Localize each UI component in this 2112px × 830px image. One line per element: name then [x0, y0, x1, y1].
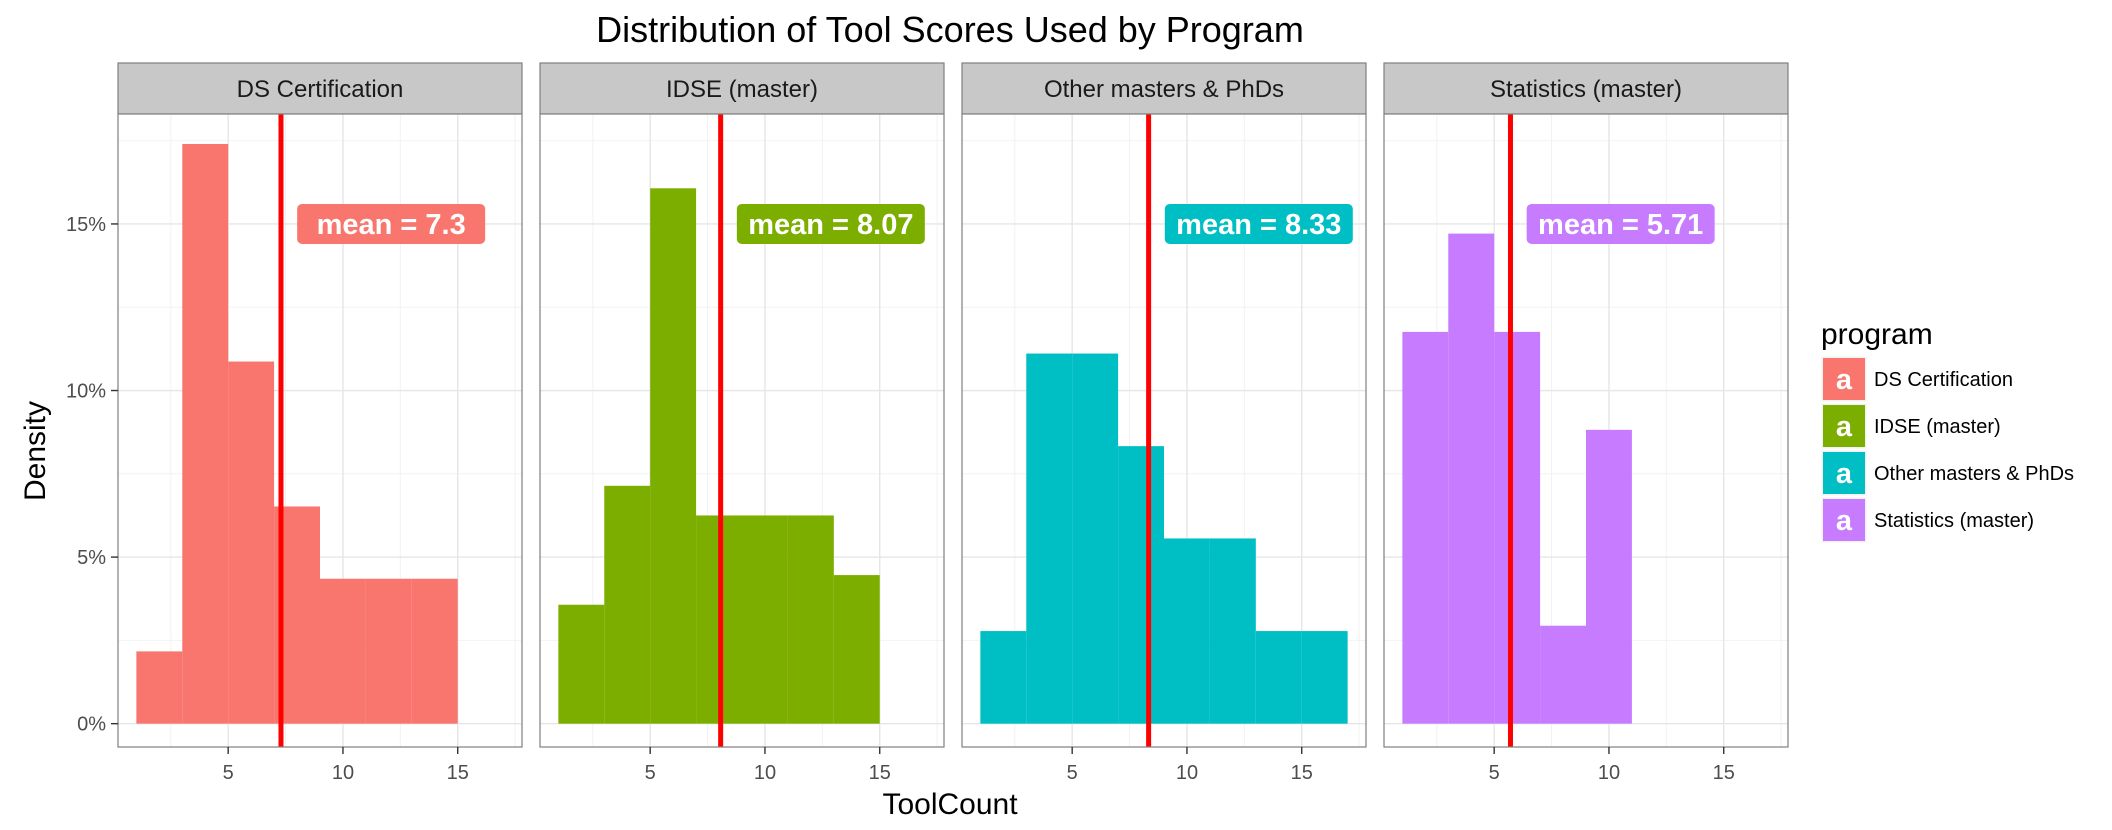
legend-key-swatch: [1823, 358, 1865, 400]
panel-border: [961, 113, 1367, 748]
histogram-bar: [1026, 353, 1073, 724]
x-tick-label: 15: [1713, 762, 1735, 784]
histogram-bar: [1540, 625, 1586, 724]
x-tick-label: 15: [869, 762, 891, 784]
x-tick-label: 15: [1291, 762, 1313, 784]
facet-strip: [117, 62, 523, 115]
histogram-bar: [365, 578, 412, 724]
histogram-bar: [228, 361, 275, 724]
histogram-bar: [604, 485, 651, 724]
histogram-bar: [1448, 233, 1495, 724]
facet-panel-statistics-master: Statistics (master) mean = 5.71 5 10 15: [1383, 62, 1789, 784]
legend-key-glyph: a: [1836, 458, 1853, 490]
histogram-bar: [1301, 631, 1348, 724]
x-tick-label: 5: [1489, 762, 1500, 784]
legend-label: Statistics (master): [1874, 510, 2034, 532]
histogram-bar: [320, 578, 366, 724]
mean-label-text: mean = 8.07: [748, 209, 913, 241]
facet-panel-idse-master: IDSE (master) mean = 8.07 5 10 15: [539, 62, 945, 784]
legend-label: Other masters & PhDs: [1874, 463, 2074, 485]
facet-strip-label: Statistics (master): [1490, 76, 1682, 103]
mean-label-box: [297, 203, 486, 244]
legend-item-other-masters-phds: a Other masters & PhDs: [1820, 449, 2074, 497]
x-tick-label: 10: [1176, 762, 1198, 784]
legend-label: IDSE (master): [1874, 416, 2001, 438]
histogram-bar: [742, 515, 788, 724]
histogram-bar: [1255, 631, 1302, 724]
panel-border: [117, 113, 523, 748]
legend-label: DS Certification: [1874, 369, 2013, 391]
histogram-bar: [650, 188, 697, 724]
chart-title: Distribution of Tool Scores Used by Prog…: [596, 9, 1304, 50]
x-tick-label: 5: [645, 762, 656, 784]
facet-strip: [1383, 62, 1789, 115]
histogram-bar: [1072, 353, 1119, 724]
x-tick-label: 15: [447, 762, 469, 784]
mean-label-text: mean = 8.33: [1176, 209, 1341, 241]
histogram-bar: [1164, 538, 1210, 724]
histogram-bar: [1586, 429, 1632, 724]
histogram-bar: [411, 578, 458, 724]
histogram-bar: [980, 631, 1027, 724]
facet-strip-label: DS Certification: [237, 76, 404, 103]
histogram-bar: [1118, 446, 1164, 724]
legend-key-glyph: a: [1836, 411, 1853, 443]
histogram-bar: [787, 515, 834, 724]
y-axis-title: Density: [19, 401, 52, 501]
x-tick-label: 10: [332, 762, 354, 784]
histogram-bar: [833, 575, 880, 724]
x-axis-title: ToolCount: [882, 788, 1018, 821]
mean-label-box: [736, 203, 925, 244]
mean-label-text: mean = 5.71: [1538, 209, 1703, 241]
legend-key-swatch: [1823, 499, 1865, 541]
histogram-bar: [1209, 538, 1256, 724]
mean-label: mean = 5.71: [1526, 203, 1715, 244]
panel-border: [1383, 113, 1789, 748]
legend-key-swatch: [1823, 452, 1865, 494]
panel-border: [539, 113, 945, 748]
mean-label: mean = 7.3: [297, 203, 486, 244]
mean-label: mean = 8.07: [736, 203, 925, 244]
x-tick-label: 10: [754, 762, 776, 784]
facet-strip: [961, 62, 1367, 115]
mean-label-text: mean = 7.3: [317, 209, 466, 241]
legend-key-glyph: a: [1836, 364, 1853, 396]
histogram-bar: [136, 651, 183, 724]
mean-label-box: [1526, 203, 1715, 244]
legend-key-glyph: a: [1836, 505, 1853, 537]
y-tick-label: 5%: [77, 547, 106, 569]
legend-item-ds-certification: a DS Certification: [1820, 355, 2013, 403]
y-tick-label: 15%: [66, 214, 106, 236]
histogram-bar: [182, 143, 229, 724]
x-tick-label: 10: [1598, 762, 1620, 784]
facet-panel-other-masters-phds: Other masters & PhDs mean = 8.33 5 10 15: [961, 62, 1367, 784]
legend-title: program: [1821, 318, 1933, 351]
x-tick-label: 5: [1067, 762, 1078, 784]
legend-item-idse-master: a IDSE (master): [1820, 402, 2001, 450]
legend-key-swatch: [1823, 405, 1865, 447]
y-tick-label: 0%: [77, 714, 106, 736]
histogram-bar: [1402, 331, 1449, 724]
histogram-bar: [1494, 331, 1541, 724]
y-tick-label: 10%: [66, 381, 106, 403]
facet-panel-ds-certification: DS Certification mean = 7.3 5 10 15: [117, 62, 523, 784]
facet-strip-label: Other masters & PhDs: [1044, 76, 1284, 103]
mean-label-box: [1164, 203, 1353, 244]
histogram-bar: [558, 604, 605, 724]
facet-strip-label: IDSE (master): [666, 76, 818, 103]
x-tick-label: 5: [223, 762, 234, 784]
legend-item-statistics-master: a Statistics (master): [1820, 496, 2034, 544]
mean-label: mean = 8.33: [1164, 203, 1353, 244]
